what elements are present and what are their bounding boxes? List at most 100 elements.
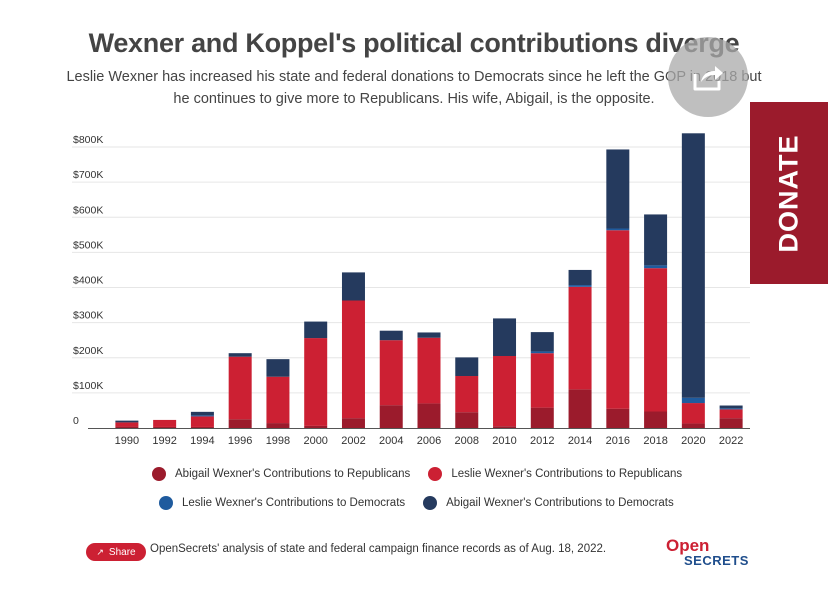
bar-segment [190, 415, 214, 417]
bar-segment [379, 330, 403, 341]
bar-segment [681, 397, 705, 404]
x-tick-label: 1990 [115, 435, 139, 447]
x-tick-label: 2016 [606, 435, 630, 447]
bar-segment [493, 318, 517, 356]
bar-segment [455, 357, 479, 377]
logo-secrets-text: SECRETS [684, 553, 749, 568]
legend-dot-icon [152, 467, 166, 481]
chart-subtitle: Leslie Wexner has increased his state an… [66, 69, 762, 107]
bar-segment [341, 418, 365, 428]
donate-button[interactable]: DONATE [750, 102, 828, 284]
bar-segment [568, 286, 592, 390]
bar-segment [115, 420, 139, 423]
bar-segment [417, 337, 441, 404]
x-tick-label: 2022 [719, 435, 743, 447]
bar-segment [530, 407, 554, 428]
x-tick-label: 2000 [303, 435, 327, 447]
legend-label: Leslie Wexner's Contributions to Democra… [182, 497, 406, 509]
y-tick-label: $400K [73, 275, 103, 287]
bar-segment [266, 359, 290, 377]
stacked-bar-chart: 0 $100K $200K $300K $400K $500K $600K $700K $800… [72, 133, 750, 447]
bar-segment [304, 425, 328, 428]
legend-label: Leslie Wexner's Contributions to Republi… [451, 468, 683, 480]
bar-segment [606, 149, 630, 229]
bar-segment [530, 332, 554, 352]
bar-segment [719, 408, 743, 410]
bar-segment [606, 408, 630, 428]
bar-segment [190, 411, 214, 416]
bar-segment [417, 332, 441, 338]
bar-segment [115, 426, 139, 428]
y-tick-label: $100K [73, 380, 103, 392]
donate-label: DONATE [773, 134, 804, 252]
bar-segment [153, 426, 177, 428]
x-tick-label: 2002 [341, 435, 365, 447]
bar-segment [606, 228, 630, 231]
y-tick-label: $700K [73, 169, 103, 181]
share-icon: ↗ [96, 546, 104, 557]
source-note: OpenSecrets' analysis of state and feder… [150, 543, 607, 555]
share-button[interactable]: ↗ Share [86, 543, 146, 561]
legend-dot-icon [423, 496, 438, 510]
share-floating-button[interactable] [668, 37, 748, 117]
x-tick-label: 2012 [530, 435, 554, 447]
bar-segment [530, 353, 554, 408]
bar-segment [606, 230, 630, 409]
bar-segment [228, 353, 252, 357]
y-tick-label: $300K [73, 310, 103, 322]
y-tick-label: $600K [73, 204, 103, 216]
opensecrets-logo[interactable]: Open SECRETS [666, 536, 749, 568]
bar-segment [379, 405, 403, 428]
bar-segment [493, 426, 517, 428]
legend-item-leslie-rep[interactable]: Leslie Wexner's Contributions to Republi… [428, 467, 682, 481]
x-tick-label: 2004 [379, 435, 403, 447]
legend-label: Abigail Wexner's Contributions to Democr… [446, 497, 674, 509]
x-tick-label: 2018 [643, 435, 667, 447]
bar-segment [266, 423, 290, 428]
bar-segment [190, 426, 214, 428]
chart-title: Wexner and Koppel's political contributi… [88, 28, 740, 58]
bar-segment [681, 133, 705, 398]
x-tick-label: 2008 [455, 435, 479, 447]
bar-segment [228, 419, 252, 428]
bar-segment [719, 405, 743, 409]
share-button-label: Share [108, 546, 136, 558]
bars [115, 133, 743, 428]
x-tick-label: 2006 [417, 435, 441, 447]
legend-item-abigail-dem[interactable]: Abigail Wexner's Contributions to Democr… [423, 496, 674, 510]
legend-dot-icon [159, 496, 173, 510]
y-tick-label: $500K [73, 239, 103, 251]
bar-segment [644, 411, 668, 428]
logo-open-text: Open [666, 536, 710, 555]
bar-segment [266, 376, 290, 424]
bar-segment [341, 300, 365, 419]
bar-segment [417, 403, 441, 428]
legend-item-leslie-dem[interactable]: Leslie Wexner's Contributions to Democra… [159, 496, 405, 510]
legend-label: Abigail Wexner's Contributions to Republ… [175, 468, 411, 480]
x-tick-label: 1994 [190, 435, 214, 447]
legend-row-1: Abigail Wexner's Contributions to Republ… [152, 467, 700, 481]
bar-segment [455, 412, 479, 428]
bar-segment [304, 338, 328, 426]
y-tick-label: $800K [73, 134, 103, 146]
x-tick-label: 1992 [152, 435, 176, 447]
bar-segment [681, 423, 705, 428]
y-tick-label: $200K [73, 345, 103, 357]
bar-segment [719, 409, 743, 419]
bar-segment [568, 285, 592, 287]
legend-item-abigail-rep[interactable]: Abigail Wexner's Contributions to Republ… [152, 467, 410, 481]
bar-segment [644, 265, 668, 269]
x-tick-label: 1996 [228, 435, 252, 447]
bar-segment [379, 340, 403, 406]
bar-segment [681, 403, 705, 424]
bar-segment [341, 272, 365, 301]
bar-segment [455, 376, 479, 413]
x-axis: 1990 1992 1994 1996 1998 2000 2002 2004 2006 2008… [88, 428, 750, 447]
bar-segment [719, 418, 743, 428]
bar-segment [115, 422, 139, 427]
bar-segment [568, 269, 592, 286]
bar-segment [153, 419, 177, 427]
y-axis: 0 $100K $200K $300K $400K $500K $600K $700K $800… [73, 134, 103, 427]
x-tick-label: 2014 [568, 435, 592, 447]
legend-dot-icon [428, 467, 443, 481]
